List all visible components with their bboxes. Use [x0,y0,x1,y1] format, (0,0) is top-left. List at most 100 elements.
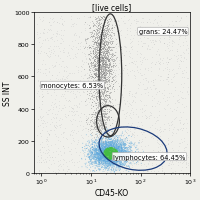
Point [39,142,42,146]
Point [97,67,100,71]
Point [167,122,170,125]
Point [95,119,98,122]
Point [83,53,86,56]
Point [108,148,111,151]
Point [107,159,110,162]
Point [103,65,106,69]
Point [76,17,79,21]
Point [97,78,101,81]
Point [112,163,115,166]
Point [51,155,54,158]
Point [90,151,93,154]
Point [101,153,104,156]
Point [117,66,120,69]
Point [118,153,121,156]
Point [155,128,159,131]
Point [104,166,108,169]
Point [94,155,97,158]
Point [88,160,91,164]
Point [105,99,108,102]
Point [101,149,105,152]
Point [108,157,111,160]
Point [100,150,104,154]
Point [55,94,58,98]
Point [104,78,108,81]
Point [117,151,121,155]
Point [94,125,98,128]
Point [103,155,107,159]
Point [110,145,114,148]
Point [116,141,119,144]
Point [159,145,162,148]
Point [101,108,104,111]
Point [49,104,52,107]
Point [44,148,47,151]
Point [96,148,99,151]
Point [113,149,116,152]
Point [100,65,104,68]
Point [106,21,109,24]
Point [104,104,107,107]
Point [95,145,98,148]
Point [109,140,112,143]
Point [106,42,110,45]
Point [103,149,106,152]
Point [41,122,45,125]
Point [124,155,128,159]
Point [117,142,121,145]
Point [104,151,108,154]
Point [107,24,110,27]
Point [99,109,102,112]
Point [108,159,112,162]
Point [115,158,118,161]
Point [107,72,111,75]
Point [97,19,100,22]
Point [60,85,63,88]
Point [111,141,114,144]
Point [98,161,101,165]
Point [145,22,148,25]
Point [100,63,104,67]
Point [109,154,113,157]
Point [104,80,108,83]
Point [102,156,105,159]
Point [76,171,79,174]
Point [116,143,119,146]
Point [169,58,173,61]
Point [128,152,132,155]
Point [114,155,117,159]
Point [116,73,119,77]
Point [91,45,94,48]
Point [94,147,97,150]
Point [148,30,151,34]
Point [102,49,105,52]
Point [104,133,107,136]
Point [72,160,76,163]
Point [100,147,103,150]
Point [118,158,121,161]
Point [96,157,99,160]
Point [80,135,83,139]
Point [118,140,122,143]
Point [116,160,119,164]
Point [116,148,119,152]
Point [96,122,99,125]
Point [109,151,112,154]
Point [107,62,110,65]
Point [104,151,107,154]
Point [101,147,104,150]
Point [104,106,107,109]
Point [97,60,100,63]
Point [103,15,106,18]
Point [115,155,118,158]
Point [113,136,117,139]
Point [92,125,96,129]
Point [95,124,98,127]
Point [89,154,92,158]
Point [107,159,110,162]
Point [101,56,105,59]
Point [103,46,106,49]
Point [96,165,99,168]
Point [100,152,103,155]
Point [121,148,125,151]
